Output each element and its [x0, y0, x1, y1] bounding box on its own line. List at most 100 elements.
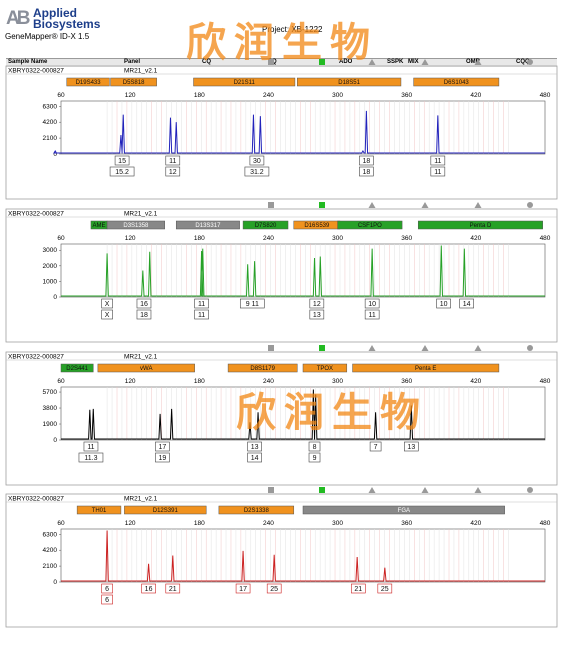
- marker-label: D18S51: [338, 80, 360, 86]
- panel-frame: [5, 351, 558, 486]
- x-tick-label: 120: [125, 520, 136, 527]
- allele-call-box: [436, 298, 451, 309]
- allele-call-box: [247, 452, 262, 463]
- allele-call-label: 11: [434, 169, 441, 176]
- allele-call-box: [364, 298, 380, 309]
- project-label: Project: XB-1222: [262, 25, 323, 34]
- marker-bin: [413, 77, 500, 87]
- allele-call-box: [78, 452, 104, 463]
- panel-name: MR21_v2.1: [124, 496, 158, 503]
- allele-call-box: [459, 298, 474, 309]
- marker-label: D6S1043: [444, 80, 470, 86]
- marker-label: D7S820: [255, 223, 277, 229]
- status-triangle-gray: [474, 487, 482, 493]
- allele-call-label: 11: [198, 301, 205, 308]
- column-header-panel: Panel: [124, 59, 141, 65]
- marker-bin: [302, 505, 505, 515]
- ab-logo-mark: AB: [6, 8, 31, 29]
- allele-call-box: [136, 309, 152, 320]
- allele-call-box: [165, 583, 181, 594]
- allele-call-label: 11: [87, 444, 94, 451]
- allele-call-box: [194, 309, 209, 320]
- allele-call-box: [351, 583, 366, 594]
- marker-label: AME: [93, 223, 106, 229]
- allele-call-label: 11: [169, 158, 176, 165]
- panel-name: MR21_v2.1: [124, 354, 158, 361]
- x-tick-label: 360: [401, 92, 412, 99]
- logo-line-biosystems: Biosystems: [33, 17, 101, 31]
- x-tick-label: 120: [125, 235, 136, 242]
- panel-frame: [5, 65, 558, 200]
- allele-call-box: [109, 166, 135, 177]
- marker-label: vWA: [140, 366, 152, 372]
- status-square-gray: [268, 487, 274, 493]
- x-tick-label: 480: [540, 520, 551, 527]
- x-tick-label: 240: [263, 92, 274, 99]
- y-tick-label: 4200: [43, 119, 58, 126]
- x-tick-label: 300: [332, 378, 343, 385]
- marker-label: Penta E: [415, 366, 436, 372]
- status-square-green: [319, 202, 325, 208]
- allele-call-label: 11: [369, 312, 376, 319]
- allele-call-label: 15.2: [115, 169, 129, 176]
- status-square-gray: [268, 202, 274, 208]
- x-tick-label: 240: [263, 520, 274, 527]
- x-tick-label: 360: [401, 378, 412, 385]
- status-triangle-gray: [421, 59, 429, 65]
- y-tick-label: 0: [53, 579, 57, 586]
- trace-line: [61, 245, 545, 297]
- allele-call-label: 18: [362, 158, 370, 165]
- status-triangle-gray: [368, 345, 376, 351]
- status-square-green: [319, 487, 325, 493]
- panel-frame: [5, 493, 558, 628]
- allele-call-label: 11.3: [84, 455, 97, 462]
- marker-bin: [175, 220, 240, 230]
- x-tick-label: 60: [57, 235, 65, 242]
- allele-call-box: [369, 441, 382, 452]
- marker-label: D13S317: [195, 223, 221, 229]
- marker-label: D2S441: [66, 366, 88, 372]
- y-tick-label: 6300: [43, 103, 58, 110]
- marker-label: TPOX: [317, 366, 333, 372]
- y-tick-label: 3800: [43, 405, 58, 412]
- panel-1: XBRY0322-000827 MR21_v2.1 D19S433 D5S818 D21…: [5, 59, 558, 200]
- allele-call-box: [101, 309, 113, 320]
- allele-call-label: 9: [313, 455, 317, 462]
- allele-call-label: 7: [374, 444, 378, 451]
- status-circle-gray: [527, 345, 533, 351]
- x-tick-label: 60: [57, 520, 65, 527]
- allele-call-label: 6: [105, 586, 109, 593]
- marker-bin: [106, 220, 165, 230]
- allele-call-box: [309, 298, 325, 309]
- allele-call-box: [430, 166, 446, 177]
- status-triangle-gray: [474, 202, 482, 208]
- y-tick-label: 4200: [43, 547, 58, 554]
- marker-label: D2S1338: [244, 508, 270, 514]
- allele-call-box: [83, 441, 99, 452]
- allele-call-label: 10: [440, 301, 448, 308]
- x-tick-label: 480: [540, 92, 551, 99]
- status-triangle-gray: [421, 345, 429, 351]
- column-header-cqq: CQQ: [516, 59, 530, 65]
- allele-call-box: [155, 441, 170, 452]
- y-tick-label: 2000: [43, 263, 58, 270]
- x-tick-label: 180: [194, 520, 205, 527]
- x-tick-label: 180: [194, 235, 205, 242]
- watermark-top: 欣润生物: [186, 19, 378, 66]
- allele-call-box: [136, 298, 152, 309]
- allele-call-label: 18: [140, 312, 148, 319]
- y-tick-label: 3000: [43, 247, 58, 254]
- marker-label: D21S11: [234, 80, 256, 86]
- marker-label: CSF1PO: [358, 223, 382, 229]
- marker-label: D5S818: [123, 80, 145, 86]
- allele-call-label: 18: [362, 169, 370, 176]
- status-triangle-gray: [474, 59, 482, 65]
- allele-call-box: [235, 583, 251, 594]
- x-tick-label: 60: [57, 378, 65, 385]
- allele-call-label: 13: [251, 444, 259, 451]
- marker-label: D19S433: [76, 80, 102, 86]
- applied-biosystems-logo: AB Applied Biosystems GeneMapper® ID-X 1…: [5, 5, 136, 45]
- trace-line: [53, 110, 545, 154]
- marker-label: D3S1358: [123, 223, 149, 229]
